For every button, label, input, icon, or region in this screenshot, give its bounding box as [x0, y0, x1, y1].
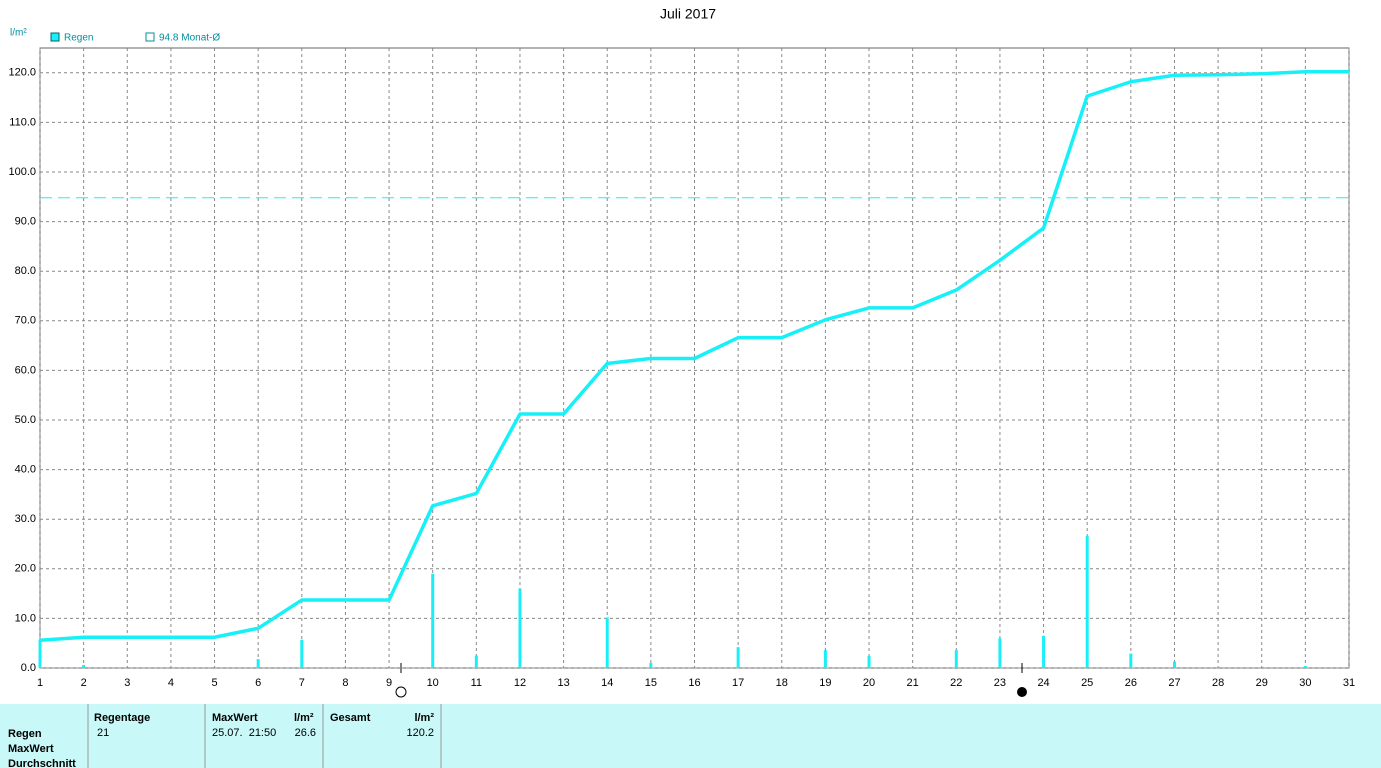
x-tick-label: 12: [514, 677, 526, 689]
row-label: MaxWert: [8, 743, 54, 755]
daily-bar: [954, 650, 958, 668]
x-tick-label: 3: [124, 677, 130, 689]
daily-bar: [1085, 536, 1089, 668]
x-tick-label: 26: [1125, 677, 1137, 689]
y-tick-label: 90.0: [15, 216, 36, 228]
x-tick-label: 11: [471, 677, 482, 689]
x-tick-label: 1: [37, 677, 43, 689]
column-header: l/m²: [294, 712, 314, 724]
legend-label: Regen: [64, 33, 93, 44]
daily-bar: [474, 655, 478, 668]
x-tick-label: 23: [994, 677, 1006, 689]
y-tick-label: 10.0: [15, 612, 36, 624]
x-tick-label: 19: [819, 677, 831, 689]
x-tick-label: 20: [863, 677, 875, 689]
x-tick-label: 21: [907, 677, 919, 689]
x-tick-label: 4: [168, 677, 174, 689]
column-header: MaxWert: [212, 712, 258, 724]
x-tick-label: 17: [732, 677, 744, 689]
y-tick-label: 50.0: [15, 414, 36, 426]
column-header: Gesamt: [330, 712, 371, 724]
legend-swatch: [50, 32, 60, 42]
x-tick-label: 9: [386, 677, 392, 689]
y-tick-label: 100.0: [8, 166, 36, 178]
column-header: Regentage: [94, 712, 150, 724]
x-tick-label: 5: [211, 677, 217, 689]
stat-value: 120.2: [406, 727, 434, 739]
x-tick-label: 13: [557, 677, 569, 689]
y-tick-label: 20.0: [15, 563, 36, 575]
daily-bar: [256, 659, 260, 668]
stat-value: 25.07. 21:50: [212, 727, 276, 739]
cumulative-line: [39, 70, 1349, 642]
daily-bar: [82, 665, 86, 668]
x-tick-label: 10: [427, 677, 439, 689]
row-label: Durchschnitt: [8, 758, 76, 768]
x-tick-label: 6: [255, 677, 261, 689]
x-tick-label: 7: [299, 677, 305, 689]
column-header: l/m²: [414, 712, 434, 724]
stat-value: 21: [97, 727, 109, 739]
daily-bar: [38, 640, 42, 668]
daily-bar: [1129, 653, 1133, 668]
x-tick-label: 8: [342, 677, 348, 689]
y-tick-label: 40.0: [15, 464, 36, 476]
daily-bar: [518, 588, 522, 668]
daily-bar: [823, 650, 827, 668]
x-tick-label: 2: [81, 677, 87, 689]
daily-bar: [867, 656, 871, 668]
new-moon-icon: [1017, 687, 1027, 697]
y-axis-unit: l/m²: [10, 28, 27, 39]
daily-bar: [605, 617, 609, 668]
daily-bar: [649, 663, 653, 668]
x-tick-label: 30: [1299, 677, 1311, 689]
y-tick-label: 110.0: [9, 116, 36, 128]
daily-bar: [998, 638, 1002, 668]
daily-bar: [1172, 661, 1176, 668]
daily-bar: [1303, 666, 1307, 668]
x-tick-label: 16: [688, 677, 700, 689]
y-tick-label: 60.0: [15, 364, 36, 376]
legend-label: 94.8 Monat-Ø: [159, 33, 220, 44]
x-tick-label: 27: [1168, 677, 1180, 689]
x-tick-label: 25: [1081, 677, 1093, 689]
x-tick-label: 18: [776, 677, 788, 689]
x-tick-label: 14: [601, 677, 613, 689]
stats-panel: [0, 704, 1381, 768]
x-tick-label: 29: [1256, 677, 1268, 689]
full-moon-icon: [395, 686, 407, 698]
daily-bar: [431, 573, 435, 668]
daily-bar: [300, 639, 304, 668]
y-tick-label: 30.0: [15, 513, 36, 525]
y-tick-label: 120.0: [8, 67, 36, 79]
x-tick-label: 15: [645, 677, 657, 689]
daily-bar: [736, 647, 740, 668]
stat-value: 26.6: [295, 727, 316, 739]
x-tick-label: 31: [1343, 677, 1355, 689]
y-tick-label: 0.0: [21, 662, 36, 674]
y-tick-label: 80.0: [15, 265, 36, 277]
chart-title: Juli 2017: [660, 6, 716, 22]
legend-swatch: [145, 32, 155, 42]
x-tick-label: 28: [1212, 677, 1224, 689]
daily-bar: [1042, 635, 1046, 668]
row-label: Regen: [8, 728, 42, 740]
x-tick-label: 24: [1037, 677, 1049, 689]
x-tick-label: 22: [950, 677, 962, 689]
y-tick-label: 70.0: [15, 315, 36, 327]
